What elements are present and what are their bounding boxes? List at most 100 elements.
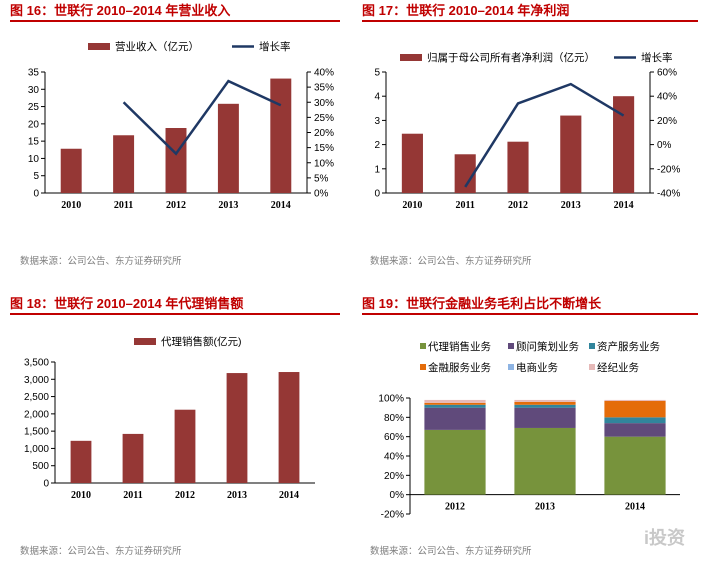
bar-segment [514,404,576,408]
bar-segment [514,427,576,495]
bar [270,78,292,193]
y-tick-label: 25 [28,102,40,113]
x-tick-label: 2011 [123,490,142,501]
legend-swatch [420,364,426,370]
x-tick-label: 2014 [614,200,634,211]
y2-tick-label: -20% [657,164,680,175]
bar-segment [604,417,666,424]
y-tick-label: 2 [374,140,380,151]
y-tick-label: -20% [381,510,404,521]
y-tick-label: 3,500 [24,358,49,369]
revenue-chart: 0 5 10 15 20 25 30 35 2010 2011 2012 2013 2014 营业收入（亿… [28,40,334,211]
y2-tick-label: 35% [314,83,334,94]
y-tick-label: 1,000 [24,444,49,455]
y-tick-label: 3 [374,116,380,127]
y-tick-label: 2,000 [24,409,49,420]
y2-tick-label: 0% [314,189,329,200]
x-tick-label: 2010 [61,200,81,211]
y-tick-label: 1,500 [24,427,49,438]
bar [613,96,635,193]
bar [60,148,82,193]
source-note: 数据来源：公司公告、东方证券研究所 [20,256,182,267]
legend-label: 增长率 [641,51,673,64]
legend-swatch [589,364,595,370]
y-tick-label: 4 [374,92,380,103]
legend-label: 营业收入（亿元） [115,40,199,53]
bar [278,372,300,483]
bar [165,128,187,193]
y2-tick-label: 15% [314,143,334,154]
y-tick-label: 0% [390,490,405,501]
y2-tick-label: 40% [314,68,334,79]
y-tick-label: 15 [28,137,40,148]
bar [113,135,135,193]
x-tick-label: 2011 [114,200,133,211]
y-tick-label: 2,500 [24,392,49,403]
growth-line [122,79,282,156]
source-note: 数据来源：公司公告、东方证券研究所 [370,546,532,557]
panel-gross-profit-share: 图 19：世联行金融业务毛利占比不断增长 -20% 0% 20% 40% 60% 80% 1… [362,293,698,562]
bar-segment [424,429,486,495]
x-tick-label: 2013 [561,200,581,211]
x-tick-label: 2012 [508,200,528,211]
y2-tick-label: 30% [314,98,334,109]
y-tick-label: 3,000 [24,375,49,386]
legend-label: 顾问策划业务 [516,340,579,353]
bar [174,409,196,483]
y-tick-label: 60% [384,432,404,443]
legend-label: 代理销售业务 [428,340,491,353]
net-profit-chart: 0 1 2 3 4 5 2010 2011 2012 2013 2014 归属于母公司所有者净利润（亿… [374,51,680,211]
bar-segment [514,407,576,428]
y2-tick-label: 20% [314,128,334,139]
x-tick-label: 2014 [271,200,291,211]
bar [122,433,144,483]
y-tick-label: 40% [384,452,404,463]
bar-segment [424,404,486,408]
y-tick-label: 0 [43,479,49,490]
bar-segment [604,399,666,401]
legend-label: 归属于母公司所有者净利润（亿元） [427,51,595,64]
legend-label: 代理销售额(亿元) [161,335,242,348]
x-tick-label: 2013 [218,200,238,211]
bar-segment [604,400,666,418]
bar [507,141,529,193]
x-tick-label: 2010 [71,490,91,501]
y2-tick-label: 40% [657,92,677,103]
panel-title: 图 19：世联行金融业务毛利占比不断增长 [362,293,698,315]
bar-segment [604,436,666,495]
bar [560,115,582,193]
y2-tick-label: -40% [657,189,680,200]
y2-tick-label: 25% [314,113,334,124]
legend-label: 经纪业务 [597,361,639,374]
y-tick-label: 1 [374,164,380,175]
y-tick-label: 30 [28,85,40,96]
bar-segment [514,399,576,402]
x-tick-label: 2013 [227,490,247,501]
y2-tick-label: 5% [314,173,329,184]
x-tick-label: 2013 [535,502,555,513]
bar [226,373,248,483]
bar-segment [424,402,486,405]
y-tick-label: 35 [28,68,40,79]
legend-swatch [508,364,514,370]
x-tick-label: 2011 [455,200,474,211]
y-tick-label: 5 [33,171,39,182]
legend-label: 电商业务 [516,361,558,374]
bar [454,154,476,193]
panel-title: 图 17：世联行 2010–2014 年净利润 [362,0,698,22]
y-tick-label: 0 [33,189,39,200]
panel-revenue: 图 16：世联行 2010–2014 年营业收入 0 5 10 15 20 25 30 35 2… [10,0,340,275]
x-tick-label: 2012 [166,200,186,211]
gross-profit-share-chart: -20% 0% 20% 40% 60% 80% 100% 2012 2013 2014 代理销售业务… [378,340,680,521]
legend-label: 金融服务业务 [428,361,491,374]
bar [217,103,239,193]
bar [401,133,423,193]
legend-swatch [508,343,514,349]
agency-sales-chart: 0 500 1,000 1,500 2,000 2,500 3,000 3,500 2010 20… [24,335,315,501]
bar-segment [424,407,486,430]
panel-title: 图 16：世联行 2010–2014 年营业收入 [10,0,340,22]
y-tick-label: 10 [28,154,40,165]
bar [70,440,92,483]
legend-swatch [420,343,426,349]
bar-segment [424,399,486,403]
